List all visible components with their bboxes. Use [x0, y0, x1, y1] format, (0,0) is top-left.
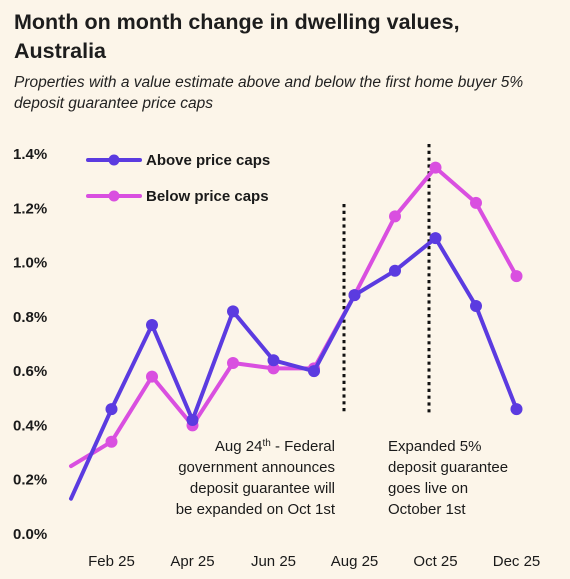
annotation-text-federal: deposit guarantee will	[190, 480, 335, 497]
data-point-above	[348, 289, 361, 302]
y-tick-label: 1.0%	[13, 255, 47, 272]
annotation-text-live: deposit guarantee	[388, 459, 508, 476]
y-tick-label: 0.6%	[13, 363, 47, 380]
y-tick-label: 0.4%	[13, 417, 47, 434]
annotation-text-live: October 1st	[388, 501, 466, 518]
data-point-below	[470, 196, 482, 209]
annotation-text-live: goes live on	[388, 480, 468, 497]
data-point-above	[105, 403, 118, 416]
y-tick-label: 0.2%	[13, 472, 47, 489]
chart-title: Month on month change in dwelling values…	[14, 10, 460, 63]
data-point-below	[227, 357, 239, 369]
data-point-above	[470, 300, 482, 312]
data-point-below	[429, 161, 442, 174]
data-point-above	[267, 354, 280, 367]
x-tick-label: Apr 25	[170, 553, 214, 570]
data-point-above	[227, 305, 239, 318]
annotation-text-live: Expanded 5%	[388, 438, 481, 455]
legend-label: Above price caps	[146, 152, 270, 169]
y-tick-label: 0.8%	[13, 309, 47, 326]
data-point-above	[146, 319, 158, 331]
legend-label: Below price caps	[146, 188, 269, 205]
data-point-below	[389, 210, 401, 223]
chart-subtitle: Properties with a value estimate above a…	[14, 74, 524, 112]
data-point-above	[510, 403, 523, 416]
x-tick-label: Dec 25	[493, 553, 541, 570]
data-point-above	[308, 365, 320, 378]
data-point-below	[510, 270, 523, 283]
data-point-below	[146, 370, 158, 383]
y-tick-label: 1.4%	[13, 146, 47, 163]
x-tick-label: Aug 25	[331, 553, 379, 570]
y-tick-label: 1.2%	[13, 200, 47, 217]
x-tick-label: Feb 25	[88, 553, 135, 570]
annotation-text-federal: be expanded on Oct 1st	[176, 501, 336, 518]
data-point-above	[429, 232, 442, 245]
data-point-below	[105, 435, 118, 448]
annotation-text-federal: Aug 24th - Federal	[215, 438, 335, 456]
y-tick-label: 0.0%	[13, 526, 47, 543]
x-tick-label: Jun 25	[251, 553, 296, 570]
x-tick-label: Oct 25	[413, 553, 457, 570]
data-point-above	[389, 264, 401, 277]
annotation-text-federal: government announces	[178, 459, 335, 476]
series-line-above	[69, 236, 519, 501]
legend-marker	[108, 190, 120, 202]
data-point-above	[186, 414, 199, 426]
series-line-below	[69, 165, 519, 469]
legend-marker	[108, 154, 120, 166]
